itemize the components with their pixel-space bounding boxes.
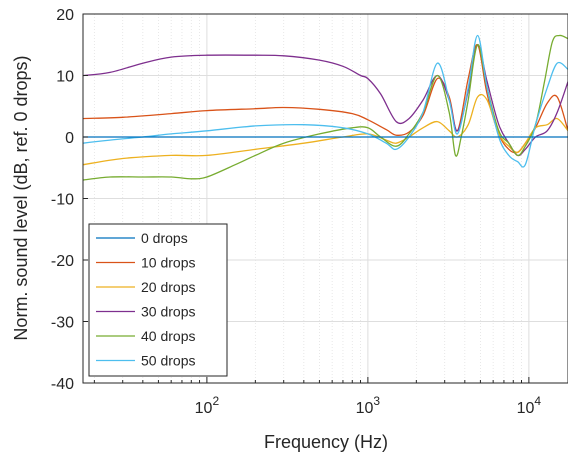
y-tick-label: 20	[56, 7, 74, 24]
x-axis-label: Frequency (Hz)	[264, 432, 388, 452]
legend-box	[88, 223, 228, 377]
y-tick-label: -40	[51, 376, 74, 393]
axes	[82, 13, 568, 384]
y-tick-labels: 20 10 0 -10 -20 -30 -40	[51, 7, 74, 393]
legend-label: 40 drops	[141, 328, 195, 344]
y-tick-label: -10	[51, 192, 74, 209]
legend-label: 0 drops	[141, 230, 188, 246]
series-line-20-drops	[83, 93, 568, 166]
series-line-50-drops	[83, 34, 568, 168]
series-line-40-drops	[83, 34, 568, 181]
legend-label: 30 drops	[141, 304, 195, 320]
legend-label: 10 drops	[141, 255, 195, 271]
y-tick-label: 0	[65, 130, 74, 147]
x-tick-labels: 102 103 104	[195, 394, 542, 417]
x-tick-label: 102	[195, 394, 220, 417]
series-lines	[83, 34, 568, 181]
x-tick-label: 104	[517, 394, 542, 417]
y-tick-label: 10	[56, 69, 74, 86]
legend: 0 drops 10 drops 20 drops 30 drops 40 drops 5…	[88, 223, 228, 377]
y-tick-label: -30	[51, 315, 74, 332]
legend-label: 20 drops	[141, 279, 195, 295]
x-tick-label: 103	[356, 394, 381, 417]
legend-label: 50 drops	[141, 353, 195, 369]
y-tick-label: -20	[51, 253, 74, 270]
y-axis-label: Norm. sound level (dB, ref. 0 drops)	[11, 55, 31, 340]
